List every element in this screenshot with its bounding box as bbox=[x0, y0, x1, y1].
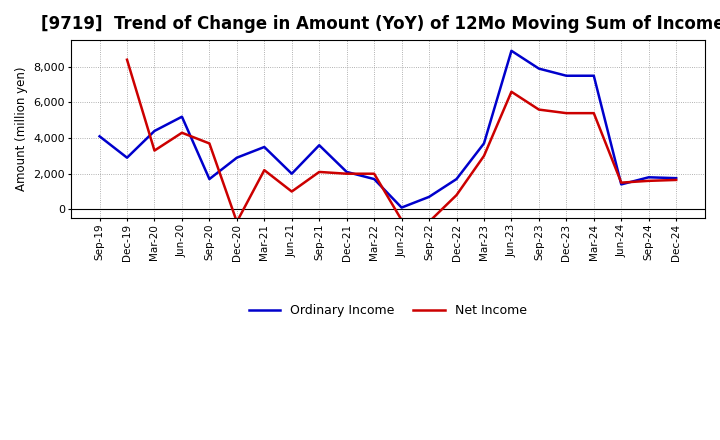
Ordinary Income bbox=[233, 155, 241, 160]
Ordinary Income bbox=[507, 48, 516, 53]
Line: Ordinary Income: Ordinary Income bbox=[99, 51, 676, 208]
Net Income bbox=[178, 130, 186, 136]
Net Income bbox=[425, 219, 433, 224]
Ordinary Income bbox=[534, 66, 543, 71]
Net Income bbox=[343, 171, 351, 176]
Net Income bbox=[370, 171, 379, 176]
Net Income bbox=[534, 107, 543, 112]
Ordinary Income bbox=[287, 171, 296, 176]
Ordinary Income bbox=[480, 141, 488, 146]
Ordinary Income bbox=[178, 114, 186, 119]
Ordinary Income bbox=[150, 128, 159, 134]
Ordinary Income bbox=[562, 73, 571, 78]
Net Income bbox=[233, 219, 241, 224]
Y-axis label: Amount (million yen): Amount (million yen) bbox=[15, 67, 28, 191]
Ordinary Income bbox=[590, 73, 598, 78]
Ordinary Income bbox=[452, 176, 461, 182]
Net Income bbox=[672, 177, 680, 183]
Net Income bbox=[644, 178, 653, 183]
Net Income bbox=[480, 153, 488, 158]
Net Income bbox=[205, 141, 214, 146]
Ordinary Income bbox=[370, 176, 379, 182]
Ordinary Income bbox=[315, 143, 323, 148]
Net Income bbox=[260, 168, 269, 173]
Line: Net Income: Net Income bbox=[127, 60, 676, 222]
Ordinary Income bbox=[617, 182, 626, 187]
Net Income bbox=[122, 57, 131, 62]
Net Income bbox=[315, 169, 323, 175]
Ordinary Income bbox=[122, 155, 131, 160]
Ordinary Income bbox=[644, 175, 653, 180]
Ordinary Income bbox=[95, 134, 104, 139]
Net Income bbox=[397, 217, 406, 223]
Ordinary Income bbox=[425, 194, 433, 199]
Ordinary Income bbox=[672, 176, 680, 181]
Ordinary Income bbox=[343, 169, 351, 175]
Title: [9719]  Trend of Change in Amount (YoY) of 12Mo Moving Sum of Incomes: [9719] Trend of Change in Amount (YoY) o… bbox=[41, 15, 720, 33]
Ordinary Income bbox=[205, 176, 214, 182]
Net Income bbox=[590, 110, 598, 116]
Legend: Ordinary Income, Net Income: Ordinary Income, Net Income bbox=[244, 299, 531, 323]
Ordinary Income bbox=[397, 205, 406, 210]
Net Income bbox=[452, 192, 461, 198]
Net Income bbox=[562, 110, 571, 116]
Net Income bbox=[507, 89, 516, 95]
Net Income bbox=[287, 189, 296, 194]
Net Income bbox=[617, 180, 626, 185]
Net Income bbox=[150, 148, 159, 153]
Ordinary Income bbox=[260, 144, 269, 150]
